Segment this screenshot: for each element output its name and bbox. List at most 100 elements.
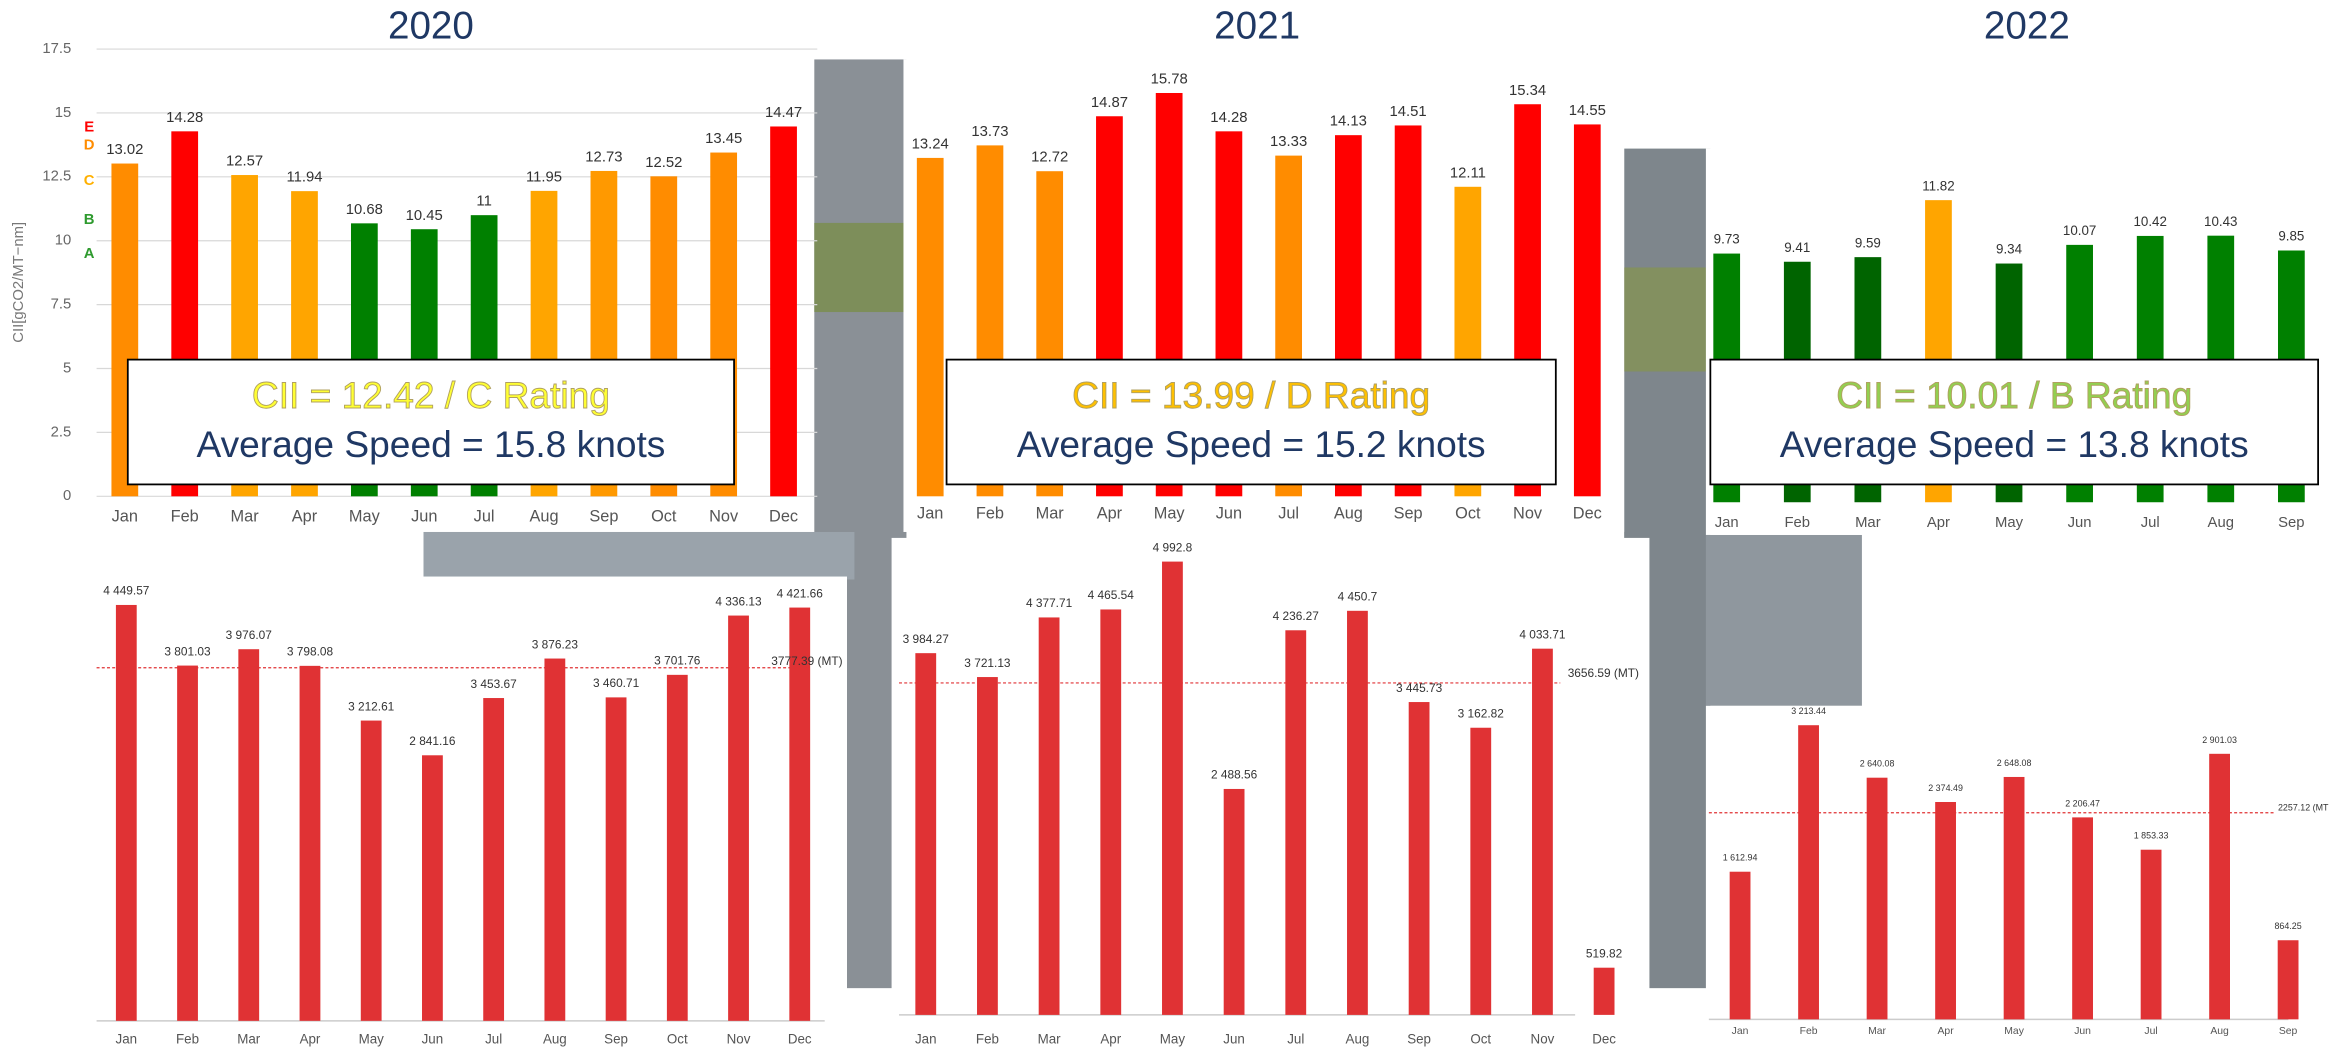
data-label: 3 453.67 (471, 677, 517, 691)
bar (299, 665, 321, 1021)
data-label: 11.95 (526, 169, 562, 185)
x-tick-label: Feb (171, 507, 199, 525)
bar (360, 720, 382, 1021)
data-label: 9.85 (2278, 229, 2304, 244)
x-tick-label: Sep (2278, 515, 2304, 531)
x-tick-label: Nov (709, 507, 739, 525)
data-label: 12.11 (1450, 165, 1486, 181)
bar (115, 604, 137, 1021)
x-tick-label: Feb (976, 1032, 999, 1047)
data-label: 12.73 (585, 149, 622, 165)
x-tick-label: Nov (1531, 1032, 1555, 1047)
data-label: 12.57 (226, 154, 263, 170)
data-label: 3 721.13 (964, 656, 1011, 670)
bar (605, 697, 627, 1021)
x-tick-label: Jun (2068, 515, 2092, 531)
x-tick-label: Jan (917, 504, 943, 522)
x-tick-label: May (1160, 1032, 1186, 1047)
data-label: 3 976.07 (226, 628, 272, 642)
data-label: 3 876.23 (532, 637, 579, 651)
x-tick-label: May (2004, 1026, 2024, 1037)
data-label: 13.73 (971, 124, 1008, 140)
annotation-box (1709, 358, 2320, 486)
x-tick-label: Aug (1334, 504, 1363, 522)
bar (2003, 776, 2025, 1020)
bar (1532, 648, 1553, 1015)
data-label: 10.43 (2204, 214, 2237, 229)
x-tick-label: Jan (112, 507, 138, 525)
x-tick-label: Dec (788, 1032, 812, 1047)
annotation: Average Speed = 13.8 knots (1780, 423, 2249, 465)
x-tick-label: Jun (2074, 1026, 2091, 1037)
x-tick-label: Jun (411, 507, 437, 525)
data-label: 11 (476, 194, 491, 210)
data-label: 2 901.03 (2202, 735, 2237, 745)
data-label: 14.55 (1569, 103, 1606, 119)
data-label: 11.82 (1922, 178, 1954, 193)
x-tick-label: Jun (422, 1032, 444, 1047)
x-tick-label: Sep (604, 1032, 628, 1047)
x-tick-label: Oct (651, 507, 677, 525)
x-tick-label: Jul (2144, 1026, 2157, 1037)
x-tick-label: Feb (976, 504, 1004, 522)
bar (1162, 561, 1183, 1015)
x-tick-label: Feb (176, 1032, 199, 1047)
y-tick-label: 5 (63, 360, 71, 376)
average-label: 3656.59 (MT) (1568, 666, 1639, 680)
data-label: 3 701.76 (654, 654, 701, 668)
bar (1573, 124, 1601, 497)
x-tick-label: Jul (474, 507, 495, 525)
x-tick-label: Jan (1715, 515, 1739, 531)
rating-label: E (84, 120, 94, 136)
data-label: 9.59 (1855, 235, 1881, 250)
bar (1935, 802, 1956, 1020)
bar (1729, 871, 1751, 1020)
annotation-box (945, 358, 1557, 486)
x-tick-label: May (1995, 515, 2024, 531)
x-tick-label: Apr (1937, 1026, 1954, 1037)
annotation: CII = 10.01 / B Rating (1836, 374, 2192, 416)
x-tick-label: Feb (1784, 515, 1810, 531)
bar (2140, 849, 2162, 1020)
data-label: 14.28 (166, 110, 203, 126)
bar (1038, 617, 1060, 1015)
data-label: 11.94 (286, 170, 322, 186)
x-tick-label: Dec (769, 507, 798, 525)
bar (177, 665, 198, 1021)
data-label: 9.41 (1784, 240, 1810, 255)
data-label: 15.34 (1509, 83, 1546, 99)
panel (891, 537, 1650, 1051)
x-tick-label: Sep (2279, 1026, 2298, 1037)
data-label: 4 449.57 (103, 584, 149, 598)
annotation: CII = 13.99 / D Rating (1072, 374, 1430, 416)
x-tick-label: Aug (2210, 1026, 2229, 1037)
chart-title: 2020 (388, 4, 474, 47)
bar (728, 615, 749, 1021)
data-label: 3 984.27 (903, 632, 949, 646)
annotation-box (126, 358, 735, 486)
bar (1470, 727, 1492, 1015)
background-photo (423, 59, 2330, 989)
x-tick-label: Feb (1800, 1026, 1818, 1037)
bar (1347, 610, 1368, 1015)
data-label: 12.52 (645, 155, 682, 171)
annotation: Average Speed = 15.2 knots (1017, 423, 1486, 465)
data-label: 2 648.08 (1997, 758, 2032, 768)
bar (1285, 630, 1307, 1015)
data-label: 9.73 (1714, 232, 1740, 247)
data-label: 14.13 (1330, 114, 1367, 130)
rating-label: D (84, 138, 95, 154)
data-label: 864.25 (2274, 921, 2301, 931)
x-tick-label: Jul (2141, 515, 2160, 531)
data-label: 4 421.66 (777, 586, 824, 600)
x-tick-label: May (349, 507, 381, 525)
x-tick-label: Sep (1394, 504, 1423, 522)
data-label: 4 377.71 (1026, 596, 1073, 610)
average-label: 3777.39 (MT) (771, 654, 842, 668)
bar (544, 658, 566, 1021)
y-tick-label: 12.5 (42, 169, 71, 185)
data-label: 3 213.44 (1791, 706, 1826, 716)
data-label: 4 236.27 (1273, 609, 1319, 623)
data-label: 15.78 (1151, 72, 1188, 88)
